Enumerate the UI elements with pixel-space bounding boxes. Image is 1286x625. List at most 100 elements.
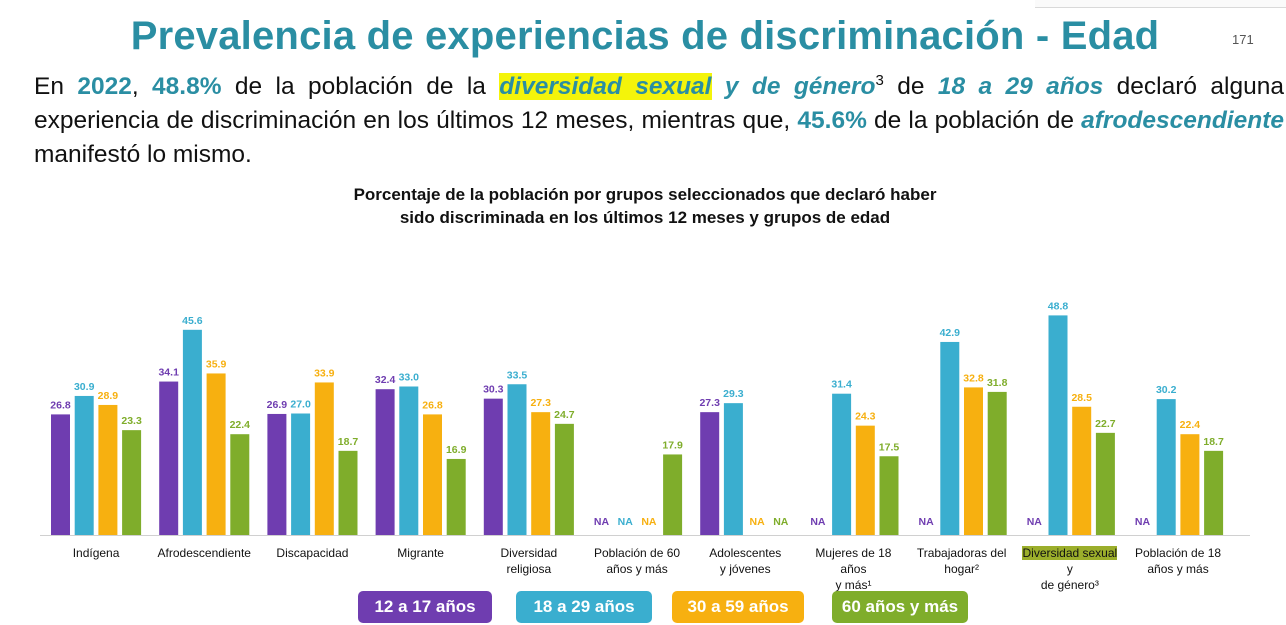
- legend-item: 60 años y más: [832, 591, 968, 623]
- data-label: 28.5: [1071, 392, 1092, 404]
- category-label: Diversidad sexual y de género³: [1018, 545, 1122, 593]
- category-label-line: Trabajadoras del: [916, 546, 1007, 560]
- data-label: 24.7: [554, 409, 575, 421]
- intro-footnote: 3: [875, 71, 884, 89]
- top-border: [1035, 0, 1286, 8]
- data-label: 27.3: [699, 397, 720, 409]
- category-label-line: y más¹: [835, 578, 872, 592]
- bar-4: [122, 430, 142, 535]
- intro-text: de: [883, 73, 938, 100]
- data-label: 27.0: [290, 399, 311, 411]
- data-label: 17.9: [662, 439, 683, 451]
- bar-4: [987, 391, 1007, 535]
- bar-1: [267, 413, 287, 535]
- data-label: 26.8: [50, 399, 71, 411]
- bar-4: [879, 456, 899, 535]
- intro-group-2: afrodescendiente: [1081, 107, 1284, 134]
- category-label: Población de 18 años y más: [1126, 545, 1230, 577]
- na-label: NA: [810, 516, 826, 528]
- category-label: Afrodescendiente: [152, 545, 256, 561]
- intro-group-1: y de género: [711, 73, 876, 100]
- data-label: 24.3: [855, 411, 876, 423]
- data-label: 33.5: [507, 369, 528, 381]
- bar-1: [51, 414, 70, 535]
- data-label: 35.9: [206, 358, 227, 370]
- data-label: 45.6: [182, 315, 203, 327]
- bar-1: [483, 398, 503, 535]
- intro-percent-1: 48.8%: [152, 73, 222, 100]
- bar-1: [159, 381, 179, 535]
- data-label: 42.9: [940, 327, 961, 339]
- intro-text: En: [34, 73, 78, 100]
- data-label: 32.8: [963, 372, 984, 384]
- bar-4: [1095, 432, 1115, 535]
- na-label: NA: [1135, 516, 1151, 528]
- bar-4: [446, 458, 466, 535]
- bar-2: [399, 386, 419, 535]
- intro-text: de la población de la: [221, 73, 500, 100]
- data-label: 22.4: [1180, 419, 1201, 431]
- intro-text: ,: [131, 73, 153, 100]
- data-label: 30.9: [74, 381, 95, 393]
- data-label: 26.8: [422, 399, 443, 411]
- category-label-line: Diversidad: [500, 546, 558, 560]
- intro-text: manifestó lo mismo.: [34, 141, 252, 168]
- intro-age: 18 a 29 años: [937, 73, 1104, 100]
- category-label-line: años y más: [1147, 562, 1209, 576]
- chart-title-line-2: sido discriminada en los últimos 12 mese…: [399, 208, 891, 227]
- bar-4: [554, 423, 574, 535]
- category-label-line: Población de 18: [1135, 546, 1222, 560]
- category-label: Trabajadoras del hogar²: [910, 545, 1014, 577]
- bar-2: [507, 384, 527, 535]
- na-label: NA: [641, 516, 657, 528]
- bar-3: [855, 425, 875, 535]
- category-label-line: Mujeres de 18 años: [815, 546, 892, 576]
- data-label: 33.0: [399, 372, 420, 384]
- bar-3: [1180, 434, 1200, 535]
- chart-title: Porcentaje de la población por grupos se…: [300, 183, 990, 229]
- category-label: Mujeres de 18 años y más¹: [801, 545, 905, 593]
- legend-item: 18 a 29 años: [516, 591, 652, 623]
- category-label-line: Discapacidad: [276, 546, 349, 560]
- category-label-line: Población de 60: [594, 546, 681, 560]
- category-label: Indígena: [44, 545, 148, 561]
- data-label: 18.7: [338, 436, 359, 448]
- intro-paragraph: En 2022, 48.8% de la población de la div…: [34, 70, 1284, 172]
- bar-3: [531, 412, 551, 535]
- intro-group-highlight: diversidad sexual: [499, 73, 712, 100]
- na-label: NA: [773, 516, 789, 528]
- category-label-line: y jóvenes: [719, 562, 771, 576]
- bar-3: [964, 387, 983, 535]
- bar-2: [940, 341, 960, 535]
- data-label: 18.7: [1203, 436, 1224, 448]
- data-label: 34.1: [158, 367, 179, 379]
- data-label: 22.7: [1095, 418, 1116, 430]
- bar-3: [314, 382, 334, 535]
- intro-percent-2: 45.6%: [797, 107, 867, 134]
- bar-4: [1204, 450, 1224, 535]
- intro-text: declaró alguna experiencia de discrimina…: [34, 73, 1284, 134]
- bar-3: [423, 414, 442, 535]
- category-label-line: de género³: [1040, 578, 1099, 592]
- page-title: Prevalencia de experiencias de discrimin…: [130, 14, 1160, 58]
- bar-4: [230, 434, 250, 535]
- bar-4: [663, 454, 683, 535]
- data-label: 31.8: [987, 377, 1008, 389]
- category-label: Adolescentes y jóvenes: [693, 545, 797, 577]
- category-label: Migrante: [369, 545, 473, 561]
- bar-3: [206, 373, 226, 535]
- na-label: NA: [919, 516, 935, 528]
- category-label-line: años y más: [606, 562, 668, 576]
- na-label: NA: [618, 516, 634, 528]
- category-label: Población de 60 años y más: [585, 545, 689, 577]
- category-highlight: Diversidad sexual: [1022, 546, 1118, 560]
- legend-item: 30 a 59 años: [672, 591, 804, 623]
- data-label: 29.3: [723, 388, 744, 400]
- category-label-line: Migrante: [397, 546, 444, 560]
- data-label: 23.3: [121, 415, 142, 427]
- category-label-line: hogar²: [944, 562, 979, 576]
- data-label: 16.9: [446, 444, 467, 456]
- bar-1: [700, 412, 720, 535]
- page-number: 171: [1232, 32, 1254, 47]
